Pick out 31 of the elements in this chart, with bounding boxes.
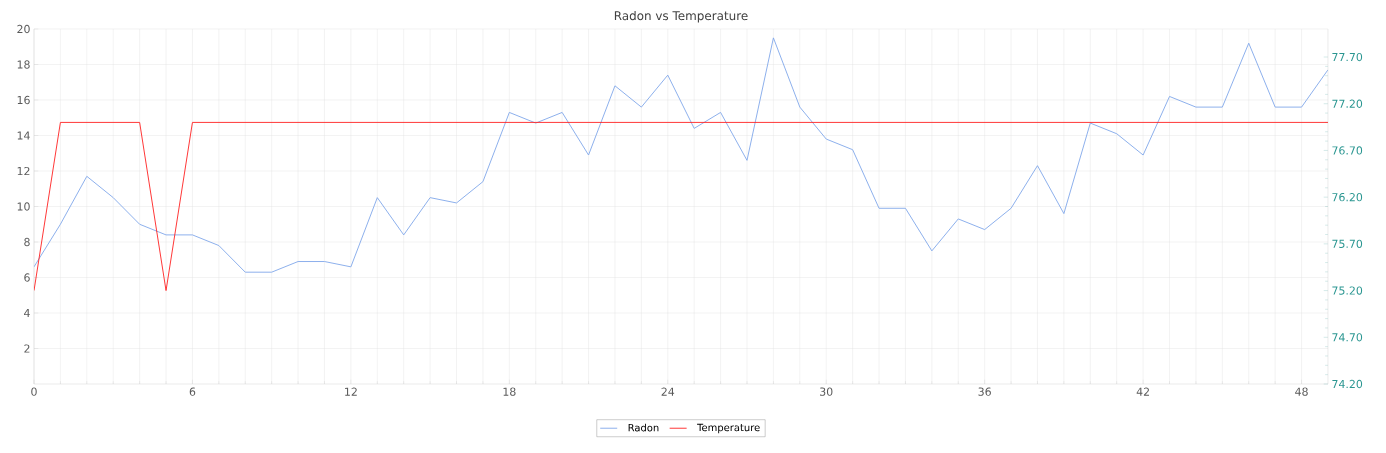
- y-tick-label: 16: [17, 95, 30, 105]
- y2-tick-label: 74.70: [1332, 333, 1363, 342]
- x-tick-label: 0: [31, 387, 37, 396]
- x-tick-label: 12: [345, 387, 357, 396]
- y-tick-label: 2: [24, 344, 30, 353]
- legend-label: Temperature: [697, 423, 760, 434]
- legend-label: Radon: [628, 423, 659, 432]
- y-tick-label: 8: [24, 237, 30, 247]
- x-tick-label: 30: [820, 387, 833, 396]
- x-tick-label: 36: [978, 387, 991, 396]
- x-tick-label: 24: [661, 387, 675, 396]
- x-tick-label: 42: [1136, 387, 1149, 396]
- y2-tick-label: 77.70: [1332, 52, 1363, 62]
- chart-title: Radon vs Temperature: [614, 10, 748, 23]
- y-tick-label: 10: [17, 202, 30, 211]
- y2-tick-label: 74.20: [1332, 379, 1363, 389]
- y-tick-label: 18: [17, 60, 30, 69]
- y2-tick-label: 75.20: [1332, 286, 1363, 295]
- y-tick-label: 6: [24, 273, 30, 282]
- y2-tick-label: 75.70: [1332, 239, 1363, 249]
- x-tick-label: 48: [1295, 387, 1308, 396]
- y2-tick-label: 76.70: [1332, 146, 1363, 155]
- y-tick-label: 12: [17, 166, 30, 176]
- y-tick-label: 4: [24, 309, 30, 317]
- y-tick-label: 14: [17, 131, 30, 140]
- line-series: [34, 37, 1328, 273]
- y2-tick-label: 76.20: [1332, 193, 1363, 202]
- x-tick-label: 6: [189, 387, 196, 396]
- y-tick-label: 20: [17, 24, 30, 34]
- y2-tick-label: 77.20: [1332, 99, 1363, 108]
- x-tick-label: 18: [503, 387, 516, 396]
